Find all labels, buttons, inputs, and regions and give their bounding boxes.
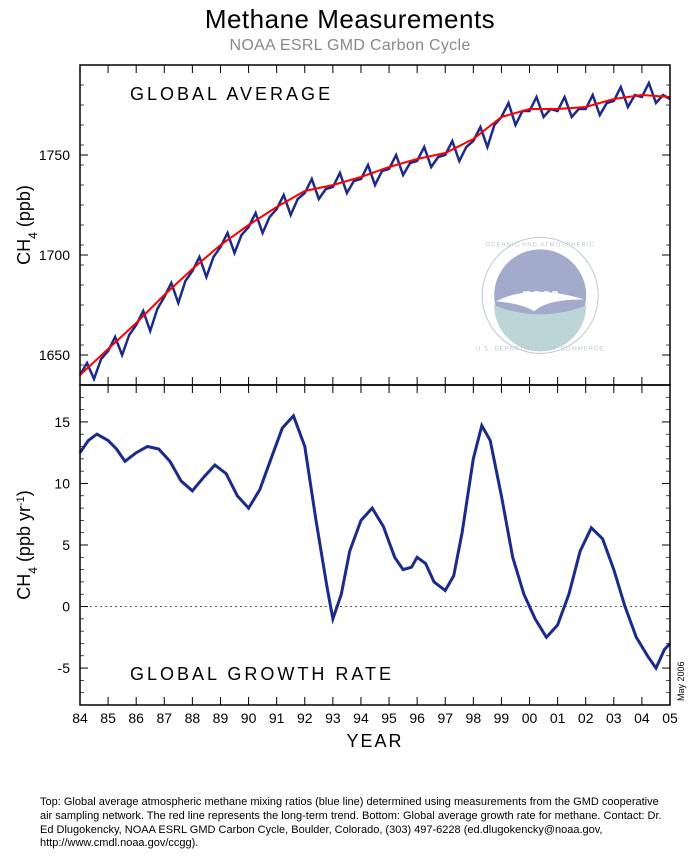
x-tick-label: 84	[72, 710, 88, 726]
chart-subtitle: NOAA ESRL GMD Carbon Cycle	[0, 37, 700, 55]
x-tick-label: 86	[128, 710, 144, 726]
x-tick-label: 85	[100, 710, 116, 726]
y-tick-label: 5	[62, 537, 70, 553]
logo-text-top: OCEANIC AND ATMOSPHERIC	[486, 242, 595, 248]
methane-series	[80, 83, 670, 379]
y-tick-label: 10	[54, 475, 70, 491]
y-tick-label: 1650	[39, 347, 70, 363]
y-tick-label: 15	[54, 414, 70, 430]
chart-title: Methane Measurements	[0, 4, 700, 35]
plot-area: 1650 1700 1750 noaa OCEANIC AND ATMOSPHERIC U…	[0, 55, 700, 795]
logo-text-bottom: U.S. DEPARTMENT OF COMMERCE	[476, 346, 604, 352]
x-tick-label: 87	[156, 710, 172, 726]
x-tick-label: 88	[185, 710, 201, 726]
bottom-panel: -505101584858687888990919293949596979899…	[14, 385, 686, 751]
x-tick-label: 91	[269, 710, 285, 726]
x-tick-label: 92	[297, 710, 313, 726]
y-tick-label: 1700	[39, 247, 70, 263]
growth-rate-series	[80, 416, 670, 668]
xlabel: YEAR	[346, 731, 403, 751]
date-note: May 2006	[676, 661, 686, 701]
top-panel: 1650 1700 1750 noaa OCEANIC AND ATMOSPHERIC U…	[14, 65, 670, 385]
x-tick-label: 03	[606, 710, 622, 726]
x-tick-label: 94	[353, 710, 369, 726]
x-tick-label: 99	[494, 710, 510, 726]
logo-brand: noaa	[522, 286, 559, 303]
x-tick-label: 95	[381, 710, 397, 726]
x-tick-label: 98	[466, 710, 482, 726]
x-tick-label: 93	[325, 710, 341, 726]
trend-line	[80, 95, 670, 375]
x-tick-label: 96	[409, 710, 425, 726]
y-tick-label: -5	[58, 660, 71, 676]
noaa-logo: noaa OCEANIC AND ATMOSPHERIC U.S. DEPARTME…	[476, 237, 604, 353]
x-tick-label: 00	[522, 710, 538, 726]
bottom-inset-label: GLOBAL GROWTH RATE	[130, 664, 394, 684]
x-tick-label: 01	[550, 710, 566, 726]
figure-container: Methane Measurements NOAA ESRL GMD Carbo…	[0, 4, 700, 859]
x-tick-label: 02	[578, 710, 594, 726]
y-tick-label: 1750	[39, 147, 70, 163]
x-tick-label: 05	[662, 710, 678, 726]
x-tick-label: 04	[634, 710, 650, 726]
x-tick-label: 90	[241, 710, 257, 726]
figure-caption: Top: Global average atmospheric methane …	[40, 796, 670, 851]
bottom-ylabel: CH4 (ppb yr-1)	[14, 490, 40, 600]
top-ylabel: CH4 (ppb)	[14, 185, 40, 265]
y-tick-label: 0	[62, 599, 70, 615]
top-inset-label: GLOBAL AVERAGE	[130, 84, 333, 104]
x-tick-label: 89	[213, 710, 229, 726]
x-tick-label: 97	[437, 710, 453, 726]
